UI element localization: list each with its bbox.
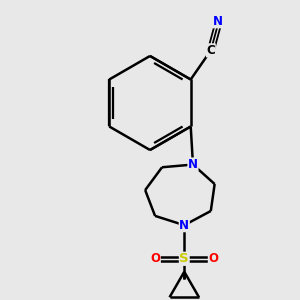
Text: S: S (179, 252, 189, 265)
Text: O: O (150, 252, 160, 265)
Text: N: N (213, 15, 223, 28)
Text: O: O (208, 252, 218, 265)
Text: N: N (188, 158, 198, 171)
Text: C: C (206, 44, 215, 57)
Text: N: N (179, 219, 189, 232)
